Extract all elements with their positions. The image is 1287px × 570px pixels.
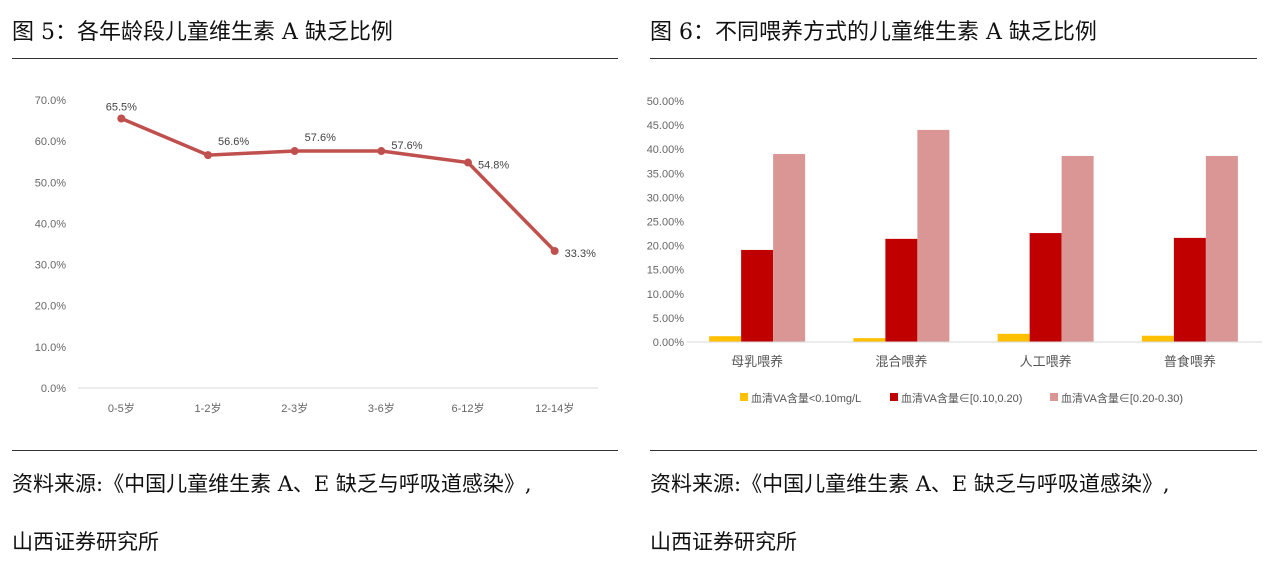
y-tick-label: 50.00%: [647, 96, 685, 108]
bar: [773, 154, 806, 342]
x-tick-label: 6-12岁: [451, 401, 484, 415]
x-tick-label: 0-5岁: [108, 401, 135, 415]
y-tick-label: 10.0%: [35, 342, 66, 354]
source-text: 山西证券研究所: [650, 530, 797, 554]
y-tick-label: 60.0%: [35, 136, 66, 148]
y-tick-label: 40.00%: [647, 144, 685, 156]
y-tick-label: 20.0%: [35, 301, 66, 313]
legend-swatch: [890, 393, 898, 401]
y-tick-label: 35.00%: [647, 168, 685, 180]
x-tick-label: 人工喂养: [1020, 354, 1072, 369]
y-tick-label: 15.00%: [647, 265, 685, 277]
bar: [1173, 237, 1206, 342]
data-point: [464, 158, 472, 167]
source-text: 资料来源:《中国儿童维生素 A、E 缺乏与呼吸道感染》,: [650, 472, 1170, 496]
y-tick-label: 70.0%: [35, 95, 66, 107]
bar: [1029, 233, 1062, 342]
data-label: 54.8%: [478, 160, 509, 172]
figure-5-title: 图 5：各年龄段儿童维生素 A 缺乏比例: [12, 20, 393, 45]
y-tick-label: 0.0%: [41, 383, 66, 395]
legend-label: 血清VA含量∈[0.20-0.30): [1061, 391, 1183, 405]
y-tick-label: 30.00%: [647, 192, 685, 204]
bar: [997, 333, 1030, 342]
y-tick-label: 40.0%: [35, 218, 66, 230]
x-tick-label: 3-6岁: [368, 401, 395, 415]
x-tick-label: 12-14岁: [535, 401, 574, 415]
legend-swatch: [1050, 393, 1058, 401]
series-line: [120, 116, 556, 253]
x-tick-label: 2-3岁: [281, 401, 308, 415]
divider: [12, 58, 618, 59]
data-label: 57.6%: [305, 132, 336, 144]
data-label: 57.6%: [391, 140, 422, 152]
legend-swatch: [740, 393, 748, 401]
bar: [853, 338, 886, 342]
divider: [12, 450, 618, 451]
x-tick-label: 普食喂养: [1164, 354, 1216, 369]
source-text: 山西证券研究所: [12, 530, 159, 554]
y-tick-label: 25.00%: [647, 217, 685, 229]
data-label: 33.3%: [565, 248, 596, 260]
data-point: [290, 147, 299, 156]
bar: [885, 238, 918, 342]
bar: [1141, 335, 1174, 342]
bar: [1061, 155, 1094, 342]
data-point: [377, 147, 386, 156]
bar: [917, 129, 950, 342]
divider: [650, 450, 1257, 451]
bar: [741, 249, 774, 342]
legend-label: 血清VA含量∈[0.10,0.20): [901, 391, 1022, 405]
bar: [1205, 155, 1238, 342]
y-tick-label: 20.00%: [647, 241, 685, 253]
data-point: [204, 151, 212, 160]
y-tick-label: 50.0%: [35, 177, 66, 189]
data-label: 56.6%: [218, 136, 249, 148]
y-tick-label: 30.0%: [35, 260, 66, 272]
data-point: [117, 114, 126, 123]
divider: [650, 58, 1257, 59]
x-tick-label: 1-2岁: [195, 401, 222, 415]
x-tick-label: 母乳喂养: [731, 354, 783, 369]
bar: [709, 336, 742, 342]
data-point: [550, 246, 559, 255]
legend-label: 血清VA含量<0.10mg/L: [751, 391, 861, 405]
figure-6-title: 图 6：不同喂养方式的儿童维生素 A 缺乏比例: [650, 20, 1097, 45]
y-tick-label: 45.00%: [647, 120, 685, 132]
y-tick-label: 10.00%: [647, 289, 685, 301]
x-tick-label: 混合喂养: [875, 354, 927, 369]
data-label: 65.5%: [106, 102, 137, 114]
y-tick-label: 5.00%: [653, 313, 684, 325]
source-text: 资料来源:《中国儿童维生素 A、E 缺乏与呼吸道感染》,: [12, 472, 532, 496]
y-tick-label: 0.00%: [653, 337, 684, 349]
